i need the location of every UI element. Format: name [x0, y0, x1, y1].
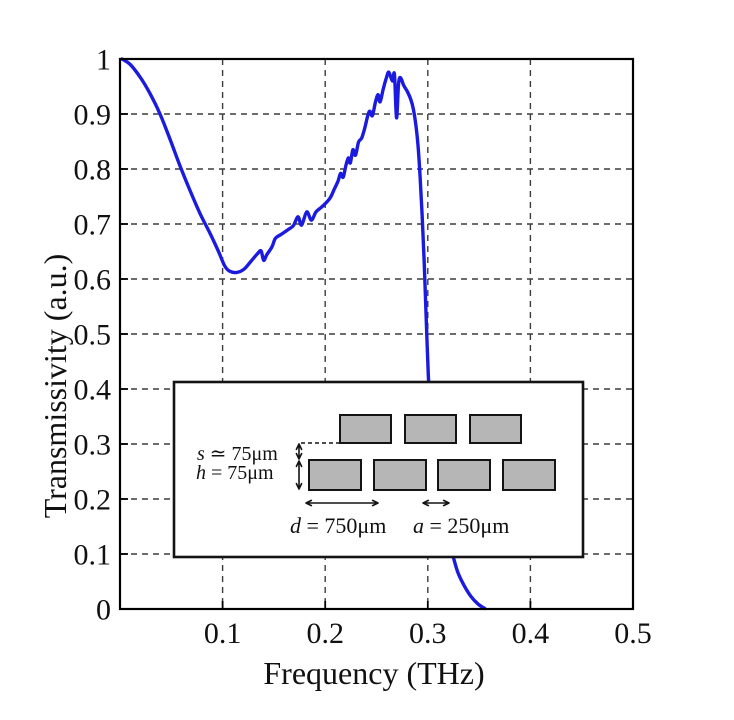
x-axis-label: Frequency (THz)	[263, 655, 484, 691]
axis-ticks	[120, 113, 532, 609]
inset-label-d: d = 750μm	[290, 513, 386, 538]
x-tick-label: 0.1	[204, 617, 242, 650]
inset-label-s: s ≃ 75μm	[197, 443, 278, 465]
y-tick-label: 1	[96, 44, 111, 77]
plot-border	[118, 57, 635, 611]
inset-dimension-arrows	[295, 443, 450, 507]
y-tick-label: 0	[96, 594, 111, 627]
inset-bar-bottom	[502, 459, 556, 491]
inset-bar-bottom	[373, 459, 427, 491]
y-tick-label: 0.1	[74, 539, 112, 572]
inset-label-a: a = 250μm	[413, 513, 509, 538]
h-height-arrow	[295, 460, 303, 490]
y-tick-label: 0.5	[74, 319, 112, 352]
d-period-arrow	[305, 499, 379, 507]
inset-bar-top	[339, 414, 392, 444]
x-tick-label: 0.3	[409, 617, 447, 650]
transmissivity-curve	[120, 57, 487, 611]
a-gap-arrow	[422, 499, 450, 507]
y-tick-label: 0.9	[74, 99, 112, 132]
y-tick-label: 0.3	[74, 429, 112, 462]
y-tick-label: 0.7	[74, 209, 112, 242]
y-tick-label: 0.2	[74, 484, 112, 517]
tick-labels: 0.1 0.2 0.3 0.4 0.5 0 0.1 0.2 0.3 0.4 0.5 0.6 0.7 0.8…	[74, 44, 652, 651]
y-tick-label: 0.6	[74, 264, 112, 297]
y-tick-label: 0.4	[74, 374, 112, 407]
inset-bar-top	[469, 414, 522, 444]
inset-bar-array	[308, 414, 556, 491]
y-axis-label: Transmissivity (a.u.)	[37, 254, 73, 519]
x-tick-label: 0.5	[614, 617, 652, 650]
y-tick-label: 0.8	[74, 154, 112, 187]
inset-bar-bottom	[308, 459, 362, 491]
inset-bar-bottom	[437, 459, 491, 491]
inset-bar-top	[404, 414, 457, 444]
inset-label-h: h = 75μm	[196, 462, 274, 484]
x-tick-label: 0.2	[306, 617, 344, 650]
x-tick-label: 0.4	[512, 617, 550, 650]
s-gap-arrow	[295, 443, 303, 460]
